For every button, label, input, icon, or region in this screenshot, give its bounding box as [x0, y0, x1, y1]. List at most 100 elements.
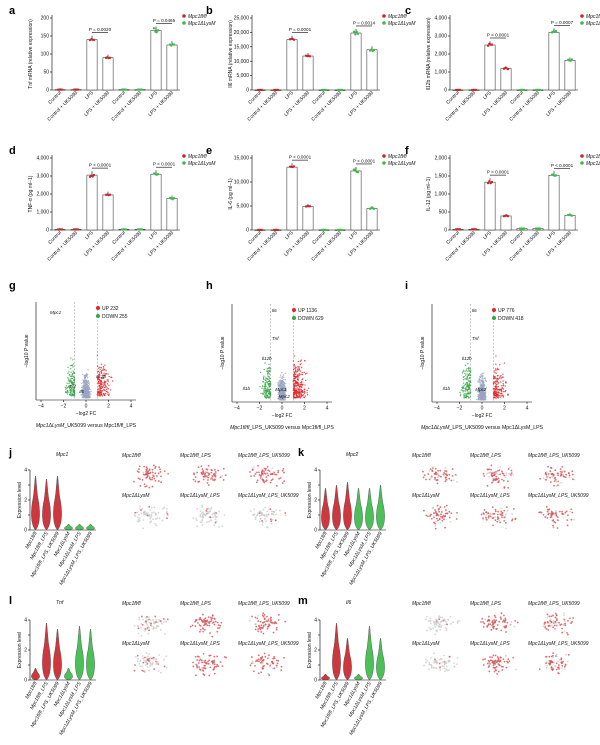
point-up [496, 380, 499, 383]
umap-point [145, 468, 148, 471]
umap-point [553, 520, 556, 523]
umap-point [434, 467, 437, 470]
umap-point [142, 471, 145, 474]
umap-point [148, 469, 151, 472]
umap-point [434, 509, 436, 511]
x-tick-label: LPS [482, 230, 493, 241]
y-tick-label: 2 [314, 648, 317, 654]
point-ns [279, 387, 282, 390]
point-up [298, 368, 301, 370]
umap-point [546, 616, 549, 619]
x-tick-label: −4 [38, 404, 44, 410]
umap-point [160, 475, 162, 478]
point-ns [283, 387, 286, 389]
umap-point [144, 485, 147, 488]
x-tick-label: 4 [326, 406, 329, 412]
umap-point [505, 624, 507, 627]
umap-point [487, 515, 490, 518]
umap-point [480, 621, 482, 623]
point-up [304, 379, 307, 382]
y-tick-label: 15,000 [234, 156, 250, 162]
p-value-label: P < 0.0001 [153, 162, 176, 167]
y-tick-label: 2,000 [36, 192, 49, 198]
point-up [298, 366, 301, 368]
point-ns [485, 386, 488, 388]
umap-point [506, 660, 508, 663]
umap-point [217, 469, 220, 472]
violin [75, 625, 84, 681]
umap-point [451, 468, 454, 470]
point-up [294, 392, 296, 395]
point-ns [84, 387, 86, 389]
point-up [105, 392, 107, 395]
point-up [495, 394, 497, 397]
umap-point [495, 669, 498, 672]
umap-point [502, 516, 505, 519]
point-down [69, 394, 71, 396]
point-up [297, 375, 299, 378]
x-tick-label: Control + UK5099 [444, 90, 477, 123]
point-up [107, 373, 109, 375]
umap-point [436, 473, 439, 476]
point-up [292, 360, 295, 362]
umap-point [202, 673, 205, 676]
umap-point [213, 659, 215, 662]
umap-point [266, 472, 269, 475]
point-down [265, 390, 268, 392]
point-up [300, 393, 302, 396]
umap-point [197, 466, 200, 469]
point-down [467, 386, 470, 388]
point-down [71, 374, 73, 376]
umap-point [198, 630, 201, 633]
umap-point [511, 513, 514, 515]
umap-point [563, 630, 566, 632]
umap-point [205, 624, 208, 627]
point-down [461, 386, 463, 389]
y-tick-label: 4 [314, 618, 317, 624]
umap-point [499, 521, 501, 524]
violin [343, 481, 352, 531]
umap-label: Mpc1fl/fl_LPS_UK5099 [238, 601, 290, 607]
umap-point [482, 518, 485, 521]
umap-point [166, 517, 168, 520]
umap-point [497, 659, 499, 662]
umap-point [427, 515, 429, 518]
umap-point [434, 525, 437, 527]
umap-point [511, 519, 513, 522]
umap-point [545, 656, 547, 658]
umap-point [267, 624, 270, 627]
umap-point [435, 667, 438, 669]
umap-point [208, 520, 211, 523]
point-up [97, 367, 100, 369]
bar [564, 60, 576, 91]
y-axis-label: IL-12 (pg ml−1) [426, 177, 432, 211]
point-down [464, 388, 467, 391]
umap-point [221, 525, 224, 528]
umap-point [209, 508, 212, 511]
point-up [504, 381, 507, 384]
umap-point [554, 628, 557, 630]
umap-point [570, 622, 572, 624]
umap-point [266, 514, 268, 517]
gene-label: Il1b [443, 386, 451, 391]
point-ns [86, 377, 89, 379]
umap-point [428, 662, 431, 664]
point-up [496, 387, 498, 390]
umap-point [566, 524, 569, 527]
umap-point [569, 617, 571, 620]
point-down [264, 362, 266, 364]
umap-point [445, 620, 447, 623]
umap-point [551, 475, 554, 477]
point-down [267, 383, 269, 385]
umap-point [216, 621, 219, 624]
umap-point [501, 514, 504, 516]
point-down [468, 369, 470, 372]
point-up [293, 363, 296, 366]
umap-point [504, 617, 507, 620]
umap-point [197, 622, 199, 624]
umap-point [257, 658, 260, 661]
point-up [97, 376, 100, 378]
data-point [522, 88, 526, 92]
violin [343, 637, 352, 681]
umap-point [481, 617, 484, 620]
